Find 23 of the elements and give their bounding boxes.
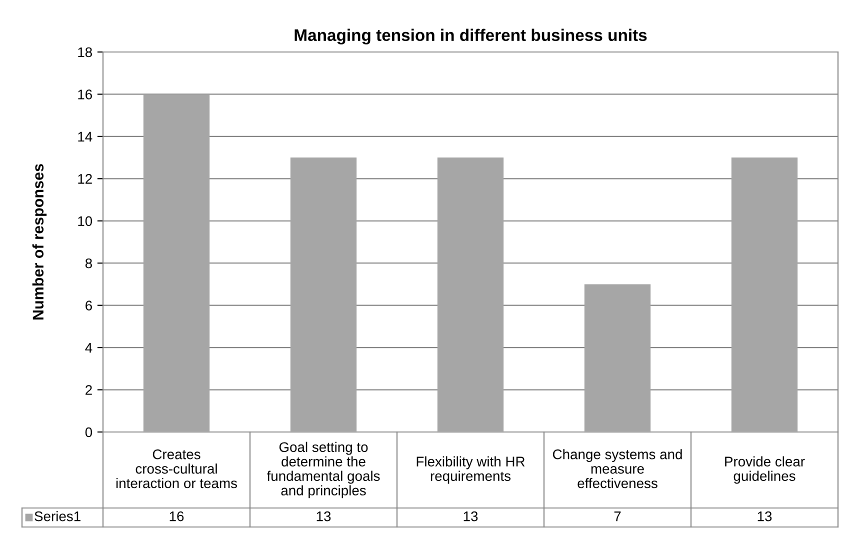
data-label: 13 <box>316 511 331 522</box>
y-tick-label: 10 <box>78 216 92 226</box>
legend-label: Series1 <box>34 511 80 522</box>
y-tick-label: 14 <box>78 132 92 142</box>
x-tick-label: Goal setting to determine the fundamental goals and principles <box>266 442 380 498</box>
y-tick-label: 8 <box>85 258 92 268</box>
chart-title: Managing tension in different business units <box>294 28 647 44</box>
y-tick-label: 16 <box>78 90 92 100</box>
y-tick-label: 12 <box>78 174 92 184</box>
y-tick-label: 2 <box>86 385 92 395</box>
x-tick-label: Provide clear guidelines <box>725 456 805 484</box>
data-label: 16 <box>170 511 184 522</box>
x-tick-label: Creates cross-cultural interaction or teams <box>116 449 237 488</box>
x-tick-label: Change systems and measure effectiveness <box>552 449 682 488</box>
y-tick-label: 4 <box>85 343 92 353</box>
data-label: 13 <box>758 511 772 522</box>
y-tick-label: 6 <box>86 300 92 311</box>
y-tick-label: 0 <box>85 427 92 438</box>
data-label: 7 <box>614 512 621 522</box>
x-tick-label: Flexibility with HR requirements <box>416 456 525 484</box>
y-tick-label: 18 <box>78 47 92 58</box>
y-axis-title: Number of responses <box>32 164 47 320</box>
data-label: 13 <box>464 511 478 522</box>
